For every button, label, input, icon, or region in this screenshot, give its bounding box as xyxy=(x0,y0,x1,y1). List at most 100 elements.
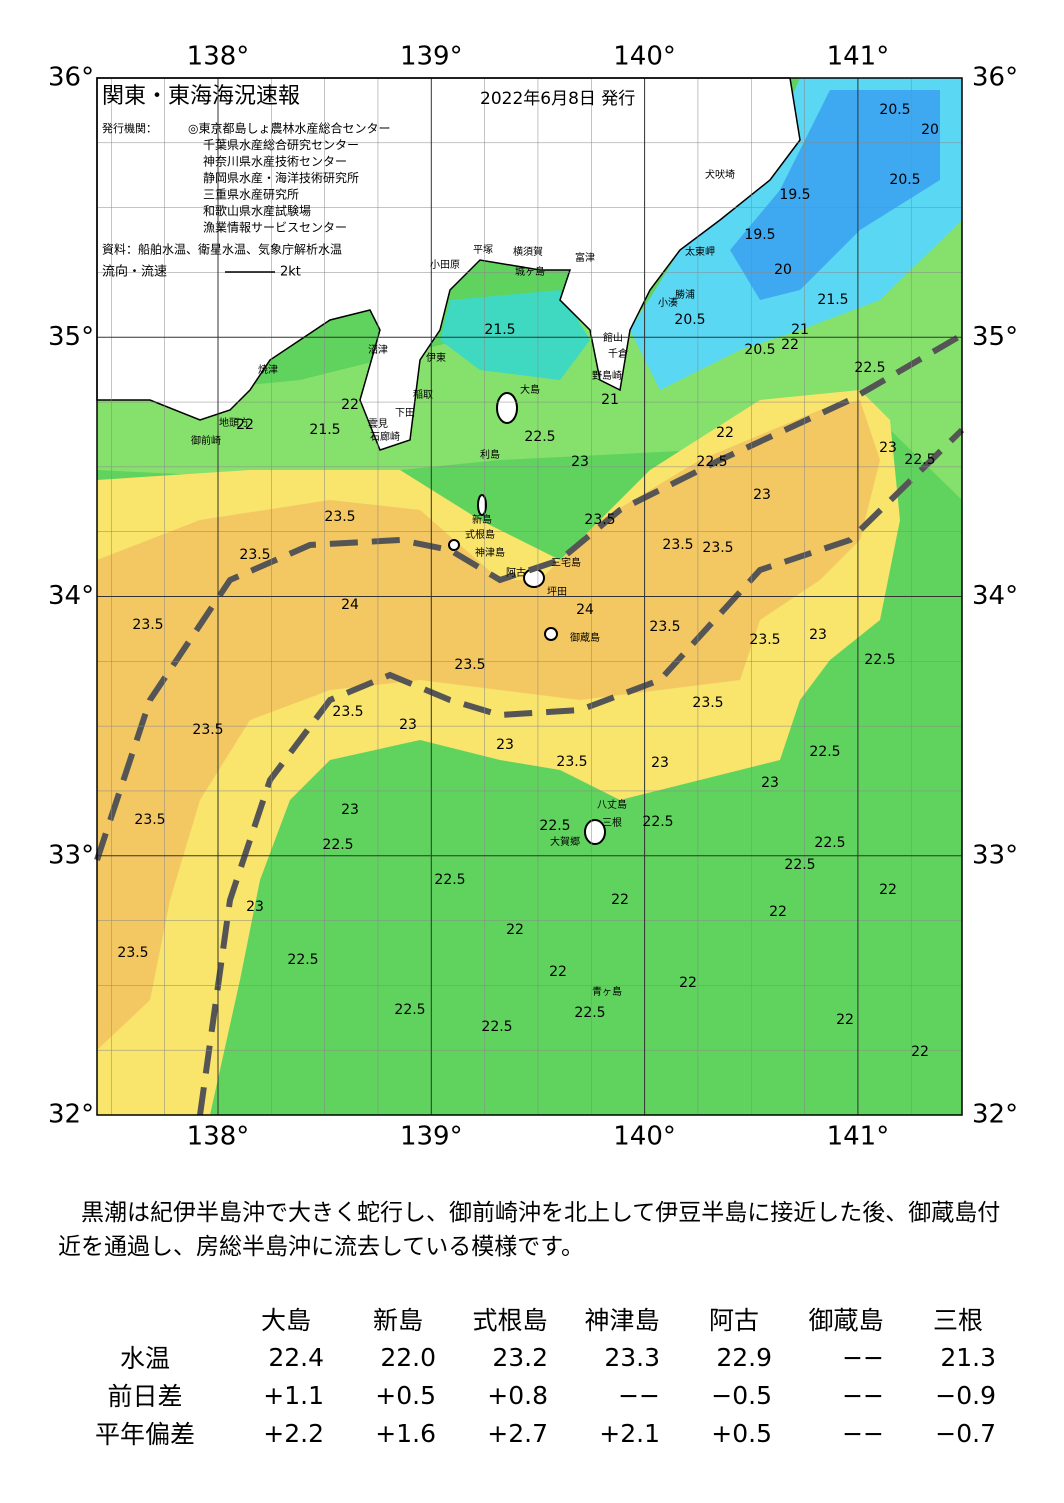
contour-label: 22 xyxy=(236,417,254,433)
place-name: 利島 xyxy=(480,448,500,461)
issuer: 静岡県水産・海洋技術研究所 xyxy=(203,170,359,185)
contour-label: 23 xyxy=(496,737,514,753)
place-name: 石廊崎 xyxy=(370,430,400,443)
contour-label: 22 xyxy=(549,964,567,980)
lat-label: 32° xyxy=(972,1100,1018,1130)
contour-label: 23.5 xyxy=(239,547,270,563)
map-frame xyxy=(96,77,963,1116)
observation-table: 大島 新島 式根島 神津島 阿古 御蔵島 三根 水温 22.4 22.0 23.2 23.3 22.9… xyxy=(60,1300,1014,1452)
contour-label: 22.5 xyxy=(539,818,570,834)
cell: +0.5 xyxy=(375,1380,436,1410)
cell: −− xyxy=(618,1380,660,1410)
contour-label: 22 xyxy=(611,892,629,908)
contour-label: 21 xyxy=(601,392,619,408)
place-name: 伊東 xyxy=(426,351,446,364)
contour-label: 23 xyxy=(879,440,897,456)
contour-label: 22.5 xyxy=(394,1002,425,1018)
contour-label: 22.5 xyxy=(287,952,318,968)
island xyxy=(477,494,487,516)
contour-label: 22 xyxy=(679,975,697,991)
place-name: 太東岬 xyxy=(685,245,715,258)
contour-label: 22.5 xyxy=(904,452,935,468)
place-name: 式根島 xyxy=(465,528,495,541)
issuer: 神奈川県水産技術センター xyxy=(203,154,347,169)
column-header: 神津島 xyxy=(584,1306,660,1335)
place-name: 御蔵島 xyxy=(570,631,600,644)
contour-label: 23 xyxy=(809,627,827,643)
column-header: 御蔵島 xyxy=(808,1306,884,1335)
contour-label: 21 xyxy=(791,322,809,338)
contour-label: 22 xyxy=(911,1044,929,1060)
row-label: 平年偏差 xyxy=(94,1420,195,1449)
contour-label: 22 xyxy=(341,397,359,413)
column-header: 式根島 xyxy=(472,1306,548,1335)
map-labels: 20.5 20 20.5 19.5 19.5 20 21 21.5 20.5 22 20.5 22.5… xyxy=(117,102,939,1060)
lat-label: 32° xyxy=(48,1100,94,1130)
contour-label: 20.5 xyxy=(879,102,910,118)
cell: +2.2 xyxy=(263,1418,324,1448)
place-name: 大賀郷 xyxy=(550,835,580,848)
contour-label: 23.5 xyxy=(662,537,693,553)
kuroshio-core xyxy=(97,400,880,1050)
place-name: 青ヶ島 xyxy=(592,985,622,998)
contour-label: 22.5 xyxy=(642,814,673,830)
issuer: 漁業情報サービスセンター xyxy=(203,221,347,235)
issuer-label: 発行機関： xyxy=(102,121,157,135)
contour-label: 23 xyxy=(761,775,779,791)
cell: 22.4 xyxy=(268,1342,324,1372)
contour-label: 20 xyxy=(921,122,939,138)
table-row: 平年偏差 +2.2 +1.6 +2.7 +2.1 +0.5 −− −0.7 xyxy=(60,1414,1014,1452)
sea-temperature-map: 20.5 20 20.5 19.5 19.5 20 21 21.5 20.5 22 20.5 22.5… xyxy=(48,42,1018,1152)
contour-label: 22.5 xyxy=(809,744,840,760)
row-label: 前日差 xyxy=(107,1382,183,1411)
cell: −0.7 xyxy=(935,1418,996,1448)
place-name: 館山 xyxy=(603,331,623,344)
place-name: 三根 xyxy=(602,816,622,829)
cold-core xyxy=(730,90,940,300)
cell: −− xyxy=(842,1380,884,1410)
lat-label: 34° xyxy=(48,581,94,611)
place-name: 沼津 xyxy=(368,343,388,356)
contour-label: 22 xyxy=(781,337,799,353)
lon-label: 140° xyxy=(613,42,676,72)
contour-label: 22.5 xyxy=(784,857,815,873)
source: 資料：船舶水温、衛星水温、気象庁解析水温 xyxy=(102,242,342,257)
row-label: 水温 xyxy=(119,1344,170,1373)
table-row: 前日差 +1.1 +0.5 +0.8 −− −0.5 −− −0.9 xyxy=(60,1376,1014,1414)
contour-label: 21.5 xyxy=(817,292,848,308)
description: 黒潮は紀伊半島沖で大きく蛇行し、御前崎沖を北上して伊豆半島に接近した後、御蔵島付… xyxy=(58,1200,1001,1260)
contour-label: 23.5 xyxy=(556,754,587,770)
place-name: 稲取 xyxy=(413,389,433,401)
place-name: 小田原 xyxy=(430,259,460,271)
lon-label: 141° xyxy=(827,1122,890,1152)
cell: +1.6 xyxy=(375,1418,436,1448)
corner xyxy=(60,1300,230,1338)
contour-label: 23 xyxy=(341,802,359,818)
lat-label: 35° xyxy=(972,322,1018,352)
contour-label: 23.5 xyxy=(584,512,615,528)
cell: 22.9 xyxy=(716,1342,772,1372)
lon-label: 140° xyxy=(613,1122,676,1152)
lon-label: 138° xyxy=(187,42,250,72)
contour-label: 23 xyxy=(753,487,771,503)
contour-label: 23 xyxy=(246,899,264,915)
contour-label: 23.5 xyxy=(749,632,780,648)
cell: −0.5 xyxy=(711,1380,772,1410)
place-name: 勝浦 xyxy=(675,288,695,301)
cell: 23.3 xyxy=(604,1342,660,1372)
contour-label: 23.5 xyxy=(134,812,165,828)
contour-label: 23.5 xyxy=(132,617,163,633)
cell: −− xyxy=(842,1342,884,1372)
cell: +0.8 xyxy=(487,1380,548,1410)
cell: 23.2 xyxy=(492,1342,548,1372)
lon-label: 139° xyxy=(400,42,463,72)
lon-label: 139° xyxy=(400,1122,463,1152)
issuer: 三重県水産研究所 xyxy=(203,187,299,202)
lat-label: 36° xyxy=(48,63,94,93)
table-row: 水温 22.4 22.0 23.2 23.3 22.9 −− 21.3 xyxy=(60,1338,1014,1376)
issuer: 和歌山県水産試験場 xyxy=(203,203,311,218)
column-header: 新島 xyxy=(372,1306,423,1335)
contour-label: 22.5 xyxy=(574,1005,605,1021)
contour-label: 23.5 xyxy=(692,695,723,711)
